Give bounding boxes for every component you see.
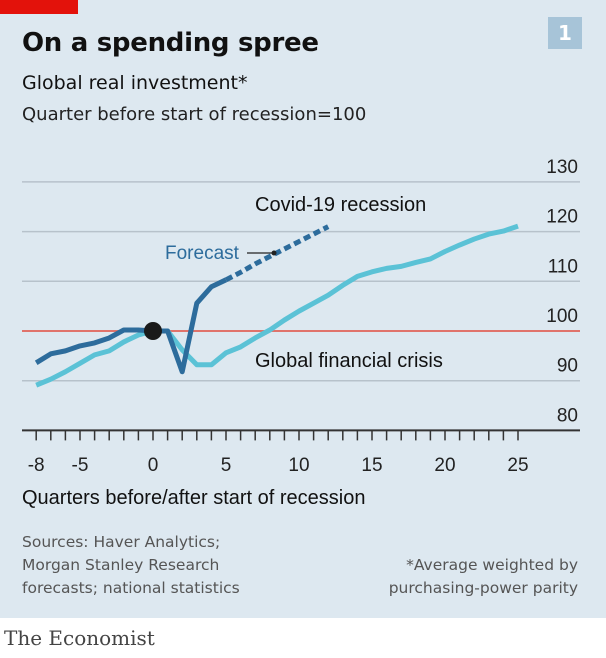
y-tick-label: 120 xyxy=(546,207,578,228)
series-line-covid xyxy=(34,277,228,375)
brand-red-bar xyxy=(0,0,78,14)
annotation-forecast: Forecast xyxy=(165,243,240,264)
x-tick-label: -8 xyxy=(28,455,45,476)
chart-subtitle-units: Quarter before start of recession=100 xyxy=(22,104,367,125)
line-chart: 80 90 100 110 120 130 -8 -5 0 5 10 15 20 25 Quarters b… xyxy=(22,157,580,509)
annotation-gfc: Global financial crisis xyxy=(255,350,443,372)
sources-line: Sources: Haver Analytics; xyxy=(22,533,221,551)
x-tick-label: -5 xyxy=(72,455,89,476)
sources-line: forecasts; national statistics xyxy=(22,579,240,597)
y-tick-label: 80 xyxy=(557,405,578,426)
series-line-gfc xyxy=(35,223,519,388)
x-tick-label: 15 xyxy=(361,455,382,476)
sources-note: Sources: Haver Analytics; Morgan Stanley… xyxy=(22,531,240,600)
economist-logo-text: The Economist xyxy=(4,626,155,650)
footnote: *Average weighted by purchasing-power pa… xyxy=(389,554,578,600)
x-axis-label: Quarters before/after start of recession xyxy=(22,487,366,509)
chart-number-badge: 1 xyxy=(548,17,582,49)
x-tick-label: 20 xyxy=(434,455,455,476)
chart-subtitle: Global real investment* xyxy=(22,72,248,94)
x-tick-label: 25 xyxy=(507,455,528,476)
x-tick-label: 0 xyxy=(148,455,159,476)
y-tick-label: 130 xyxy=(546,157,578,178)
forecast-leader-dot xyxy=(271,250,277,256)
series-line-forecast xyxy=(224,224,330,283)
chart-title: On a spending spree xyxy=(22,28,319,58)
footnote-line: purchasing-power parity xyxy=(388,579,578,597)
y-tick-label: 110 xyxy=(548,256,578,277)
footnote-line: *Average weighted by xyxy=(406,556,578,574)
recession-start-marker xyxy=(144,322,162,340)
sources-line: Morgan Stanley Research xyxy=(22,556,220,574)
y-tick-label: 100 xyxy=(546,306,578,327)
x-tick-label: 5 xyxy=(221,455,232,476)
annotation-covid: Covid-19 recession xyxy=(255,194,426,216)
x-tick-label: 10 xyxy=(288,455,309,476)
y-tick-label: 90 xyxy=(557,356,578,377)
